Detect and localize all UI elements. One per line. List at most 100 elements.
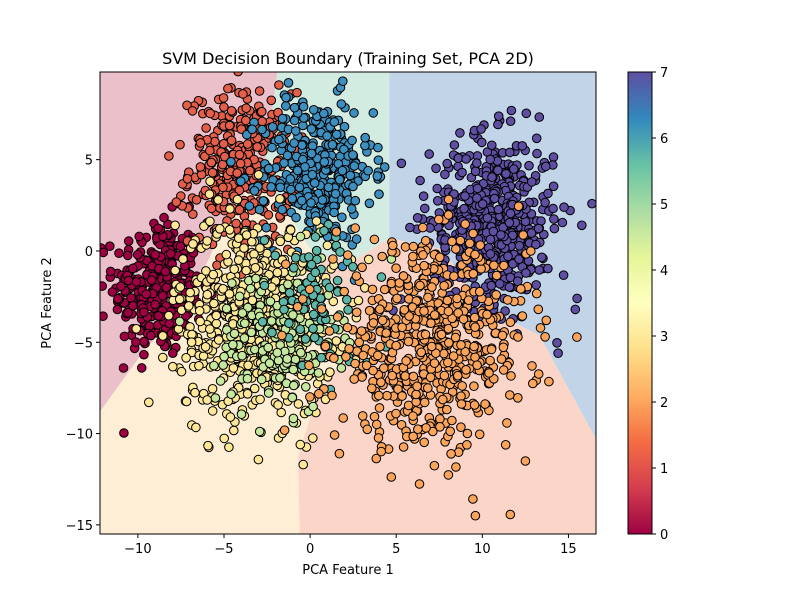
data-point-class-6 (345, 170, 356, 181)
data-point-class-3 (174, 294, 185, 305)
data-point-class-4 (209, 360, 219, 371)
data-point-class-2 (408, 371, 419, 382)
data-point-class-3 (273, 400, 283, 410)
data-point-class-3 (218, 284, 228, 294)
data-point-class-6 (379, 162, 390, 172)
data-point-class-6 (249, 186, 260, 196)
x-axis: −10 −5 0 5 10 15 (124, 534, 577, 557)
data-point-class-0 (113, 294, 123, 304)
data-point-class-5 (319, 226, 329, 236)
data-point-class-4 (254, 426, 265, 437)
data-point-class-6 (289, 138, 299, 148)
data-point-class-6 (308, 105, 319, 115)
data-point-class-3 (253, 170, 264, 180)
data-point-class-1 (195, 138, 206, 148)
data-point-class-6 (329, 207, 339, 218)
data-point-class-7 (532, 148, 542, 159)
data-point-class-7 (493, 204, 504, 215)
data-point-class-0 (164, 318, 175, 329)
data-point-class-7 (514, 254, 524, 265)
data-point-class-7 (485, 234, 496, 245)
data-point-class-5 (267, 327, 277, 338)
data-point-class-4 (228, 339, 238, 350)
data-point-class-7 (534, 265, 545, 275)
data-point-class-2 (461, 365, 471, 375)
data-point-class-0 (107, 287, 118, 297)
data-point-class-2 (398, 271, 409, 281)
data-point-class-2 (443, 323, 454, 334)
data-point-class-5 (257, 317, 268, 327)
data-point-class-2 (425, 372, 436, 383)
data-point-class-2 (470, 352, 480, 363)
data-point-class-2 (435, 252, 445, 263)
data-point-class-2 (470, 322, 480, 333)
data-point-class-2 (381, 328, 392, 338)
data-point-class-3 (175, 282, 186, 292)
data-point-class-2 (472, 360, 482, 371)
data-point-class-2 (470, 249, 480, 260)
data-point-class-3 (205, 176, 215, 187)
data-point-class-3 (229, 264, 239, 275)
data-point-class-2 (452, 293, 462, 304)
data-point-class-7 (431, 163, 441, 174)
data-point-class-3 (213, 335, 224, 345)
data-point-class-2 (400, 242, 411, 252)
data-point-class-5 (348, 262, 358, 272)
data-point-class-7 (472, 158, 482, 168)
data-point-class-0 (123, 275, 134, 286)
data-point-class-2 (439, 370, 450, 381)
data-point-class-7 (570, 304, 581, 315)
data-point-class-7 (453, 153, 464, 163)
data-point-class-3 (249, 383, 260, 394)
data-point-class-0 (118, 363, 129, 373)
data-point-class-6 (274, 134, 284, 145)
data-point-class-6 (289, 102, 300, 113)
data-point-class-7 (418, 191, 429, 201)
data-point-class-3 (295, 439, 306, 450)
data-point-class-1 (234, 205, 245, 215)
x-tick-label: −10 (124, 542, 151, 557)
data-point-class-7 (505, 116, 516, 126)
data-point-class-6 (323, 182, 334, 193)
data-point-class-3 (219, 433, 229, 444)
data-point-class-2 (304, 284, 315, 295)
data-point-class-7 (493, 111, 504, 121)
data-point-class-6 (360, 140, 370, 151)
data-point-class-7 (504, 282, 515, 292)
data-point-class-6 (289, 115, 300, 126)
data-point-class-1 (206, 203, 217, 214)
data-point-class-7 (487, 140, 497, 151)
data-point-class-7 (477, 137, 487, 148)
data-point-class-3 (202, 395, 212, 405)
data-point-class-2 (469, 341, 479, 352)
data-point-class-2 (456, 391, 466, 402)
data-point-class-4 (275, 373, 285, 383)
data-point-class-7 (548, 203, 558, 214)
data-point-class-2 (419, 437, 430, 448)
data-point-class-7 (396, 158, 407, 169)
data-point-class-2 (377, 315, 388, 326)
data-point-class-2 (374, 390, 384, 401)
data-point-class-2 (486, 344, 497, 355)
data-point-class-2 (373, 350, 383, 361)
data-point-class-2 (419, 397, 430, 408)
data-point-class-4 (263, 388, 274, 398)
colorbar-tick-label: 5 (660, 198, 668, 213)
data-point-class-7 (531, 280, 542, 290)
data-point-class-4 (289, 380, 299, 391)
data-point-class-2 (314, 389, 324, 399)
data-point-class-6 (277, 113, 288, 124)
data-point-class-3 (241, 265, 251, 276)
data-point-class-2 (351, 307, 362, 318)
data-point-class-2 (535, 323, 546, 333)
data-point-class-4 (256, 374, 267, 385)
data-point-class-2 (364, 305, 375, 316)
data-point-class-2 (408, 241, 419, 252)
data-point-class-3 (221, 249, 232, 260)
data-point-class-0 (127, 263, 138, 274)
data-point-class-2 (502, 295, 513, 305)
data-point-class-7 (539, 229, 549, 240)
data-point-class-2 (342, 322, 353, 333)
data-point-class-1 (196, 169, 207, 180)
data-point-class-2 (414, 479, 425, 489)
